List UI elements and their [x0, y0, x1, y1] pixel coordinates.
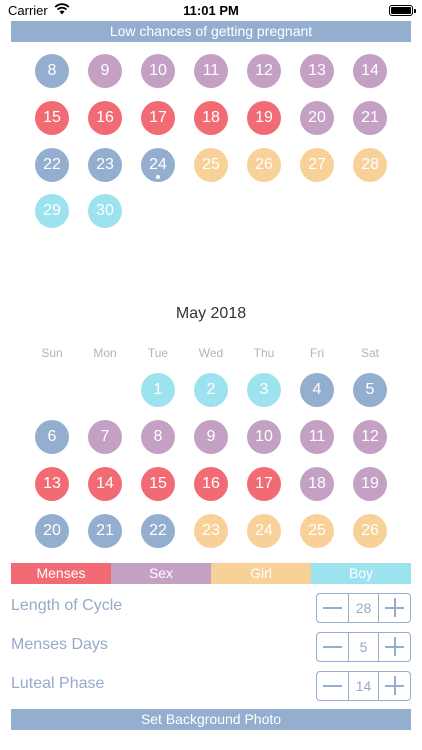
calendar-day[interactable]: 26: [247, 148, 281, 182]
calendar-day[interactable]: 25: [300, 514, 334, 548]
cycle-length-decrement-button[interactable]: [317, 594, 348, 622]
cycle-length-stepper: 28: [316, 593, 411, 623]
legend: Menses Sex Girl Boy: [11, 563, 411, 584]
calendar-day[interactable]: 21: [88, 514, 122, 548]
set-background-photo-button[interactable]: Set Background Photo: [11, 709, 411, 730]
calendar-day[interactable]: 14: [88, 467, 122, 501]
calendar-day[interactable]: 9: [88, 54, 122, 88]
legend-boy: Boy: [311, 563, 411, 584]
calendar-day[interactable]: 25: [194, 148, 228, 182]
minus-icon: [323, 685, 342, 687]
fertility-status-banner: Low chances of getting pregnant: [11, 21, 411, 42]
calendar-day[interactable]: 12: [247, 54, 281, 88]
today-indicator: [156, 175, 160, 179]
calendar-day[interactable]: 15: [35, 101, 69, 135]
calendar-day[interactable]: 24: [141, 148, 175, 182]
cycle-length-increment-button[interactable]: [379, 594, 410, 622]
calendar-day[interactable]: 23: [88, 148, 122, 182]
clock: 11:01 PM: [183, 3, 239, 18]
weekday-label: Fri: [310, 346, 324, 360]
menses-days-increment-button[interactable]: [379, 633, 410, 661]
legend-sex: Sex: [111, 563, 211, 584]
calendar-day[interactable]: 13: [35, 467, 69, 501]
calendar-day[interactable]: 17: [141, 101, 175, 135]
calendar-day[interactable]: 4: [300, 373, 334, 407]
legend-girl: Girl: [211, 563, 311, 584]
weekday-label: Sat: [360, 346, 379, 360]
luteal-phase-label: Luteal Phase: [11, 675, 105, 692]
calendar-day[interactable]: 9: [194, 420, 228, 454]
minus-icon: [323, 646, 342, 648]
luteal-phase-value: 14: [348, 672, 379, 700]
calendar-day[interactable]: 14: [353, 54, 387, 88]
weekday-label: Wed: [198, 346, 224, 360]
calendar-day[interactable]: 24: [247, 514, 281, 548]
calendar-day[interactable]: 29: [35, 194, 69, 228]
calendar-day[interactable]: 23: [194, 514, 228, 548]
status-bar: Carrier 11:01 PM: [0, 0, 422, 20]
menses-days-label: Menses Days: [11, 636, 108, 653]
calendar-day[interactable]: 11: [194, 54, 228, 88]
calendar-day[interactable]: 26: [353, 514, 387, 548]
luteal-phase-increment-button[interactable]: [379, 672, 410, 700]
luteal-phase-row: Luteal Phase 14: [0, 671, 422, 701]
calendar-day[interactable]: 21: [353, 101, 387, 135]
legend-menses: Menses: [11, 563, 111, 584]
calendar-day[interactable]: 6: [35, 420, 69, 454]
month-title: May 2018: [175, 305, 247, 322]
calendar-day[interactable]: 7: [88, 420, 122, 454]
calendar-day[interactable]: 3: [247, 373, 281, 407]
weekday-label: Sun: [41, 346, 63, 360]
calendar-day[interactable]: 16: [88, 101, 122, 135]
calendar-day[interactable]: 10: [247, 420, 281, 454]
calendar-day[interactable]: 28: [353, 148, 387, 182]
menses-days-stepper: 5: [316, 632, 411, 662]
weekday-label: Mon: [93, 346, 117, 360]
calendar-day[interactable]: 16: [194, 467, 228, 501]
calendar-day[interactable]: 18: [194, 101, 228, 135]
calendar-day[interactable]: 19: [353, 467, 387, 501]
menses-days-value: 5: [348, 633, 379, 661]
calendar-day[interactable]: 22: [141, 514, 175, 548]
calendar-day[interactable]: 15: [141, 467, 175, 501]
calendar-day[interactable]: 19: [247, 101, 281, 135]
calendar-day[interactable]: 1: [141, 373, 175, 407]
calendar-day[interactable]: 30: [88, 194, 122, 228]
cycle-length-label: Length of Cycle: [11, 597, 123, 614]
calendar-day[interactable]: 10: [141, 54, 175, 88]
calendar-day[interactable]: 20: [35, 514, 69, 548]
carrier-label: Carrier: [8, 3, 48, 18]
cycle-length-row: Length of Cycle 28: [0, 593, 422, 623]
calendar-day[interactable]: 2: [194, 373, 228, 407]
minus-icon: [323, 607, 342, 609]
calendar-day[interactable]: 27: [300, 148, 334, 182]
calendar-day[interactable]: 12: [353, 420, 387, 454]
calendar-day[interactable]: 8: [35, 54, 69, 88]
menses-days-decrement-button[interactable]: [317, 633, 348, 661]
luteal-phase-stepper: 14: [316, 671, 411, 701]
cycle-length-value: 28: [348, 594, 379, 622]
weekday-label: Tue: [147, 346, 169, 360]
calendar-day[interactable]: 18: [300, 467, 334, 501]
calendar-day[interactable]: 20: [300, 101, 334, 135]
weekday-label: Thu: [253, 346, 275, 360]
battery-icon: [389, 5, 416, 16]
calendar-day[interactable]: 22: [35, 148, 69, 182]
wifi-icon: [54, 3, 70, 15]
calendar-day[interactable]: 5: [353, 373, 387, 407]
calendar-day[interactable]: 11: [300, 420, 334, 454]
calendar-day[interactable]: 13: [300, 54, 334, 88]
menses-days-row: Menses Days 5: [0, 632, 422, 662]
calendar-day[interactable]: 8: [141, 420, 175, 454]
calendar-day[interactable]: 17: [247, 467, 281, 501]
luteal-phase-decrement-button[interactable]: [317, 672, 348, 700]
